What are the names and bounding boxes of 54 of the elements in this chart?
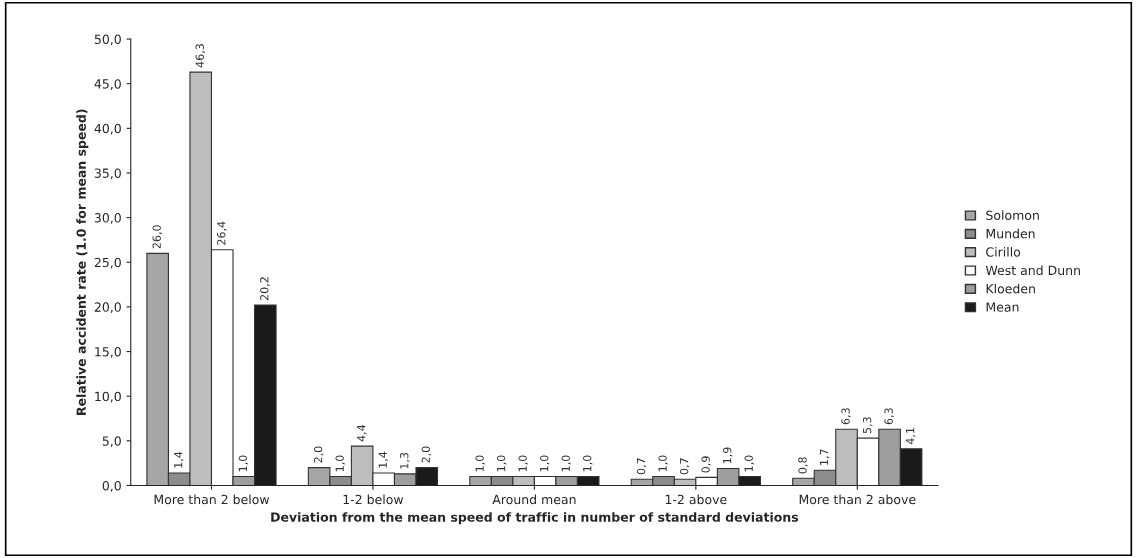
x-tick-label: More than 2 above <box>799 494 916 505</box>
y-tick-label: 25,0 <box>94 257 121 269</box>
y-tick-label: 30,0 <box>94 213 121 224</box>
y-tick-label: 0,0 <box>102 480 121 492</box>
y-axis-title: Relative accident rate (1.0 for mean speed) <box>76 109 89 415</box>
data-label: 0,8 <box>798 457 808 474</box>
data-label: 1,0 <box>583 455 593 472</box>
data-label: 46,3 <box>195 44 206 68</box>
data-label: 2,0 <box>313 446 324 463</box>
x-tick-label: 1-2 below <box>343 494 404 505</box>
x-axis-title: Deviation from the mean speed of traffic in number of standard deviations <box>271 512 799 525</box>
x-tick-label: Around mean <box>492 494 576 505</box>
y-tick-label: 20,0 <box>94 302 121 314</box>
legend-label: Cirillo <box>986 247 1021 257</box>
data-label: 1,3 <box>400 452 410 469</box>
data-label: 1,0 <box>658 455 668 472</box>
data-label: 0,7 <box>636 458 647 475</box>
data-label: 5,3 <box>862 417 873 434</box>
data-label: 0,7 <box>679 458 690 475</box>
data-label: 2,0 <box>421 446 432 463</box>
data-label: 26,0 <box>152 225 163 249</box>
y-tick-label: 45,0 <box>94 79 121 90</box>
data-label: 1,0 <box>335 455 345 472</box>
data-label: 1,0 <box>518 455 528 472</box>
data-label: 1,0 <box>539 455 550 472</box>
data-label: 1,0 <box>238 455 249 472</box>
data-label: 1,4 <box>378 451 389 468</box>
y-tick-label: 40,0 <box>94 123 121 135</box>
data-label: 4,1 <box>906 428 916 445</box>
data-label: 6,3 <box>884 408 894 425</box>
data-label: 1,7 <box>819 449 830 465</box>
x-tick-label: 1-2 above <box>665 494 727 505</box>
data-label: 6,3 <box>841 408 851 425</box>
y-tick-label: 35,0 <box>94 168 121 180</box>
data-label: 26,4 <box>217 221 227 245</box>
x-tick-label: More than 2 below <box>154 494 270 505</box>
data-label: 0,9 <box>701 456 711 473</box>
legend-label: Munden <box>986 228 1035 239</box>
legend-label: Kloeden <box>986 283 1035 294</box>
legend-label: Solomon <box>986 210 1039 221</box>
legend-label: West and Dunn <box>985 265 1080 276</box>
legend-label: Mean <box>986 302 1019 312</box>
y-tick-label: 5,0 <box>102 436 121 448</box>
data-label: 4,4 <box>357 424 367 442</box>
data-label: 1,4 <box>174 451 184 468</box>
y-tick-label: 50,0 <box>94 34 121 46</box>
data-label: 1,0 <box>475 455 485 472</box>
y-tick-label: 10,0 <box>95 391 121 403</box>
data-label: 1,9 <box>722 447 733 464</box>
data-label: 1,0 <box>744 455 755 472</box>
y-tick-label: 15,0 <box>95 347 121 358</box>
data-label: 1,0 <box>496 455 507 472</box>
data-label: 20,2 <box>260 277 270 301</box>
data-label: 1,0 <box>561 455 572 472</box>
